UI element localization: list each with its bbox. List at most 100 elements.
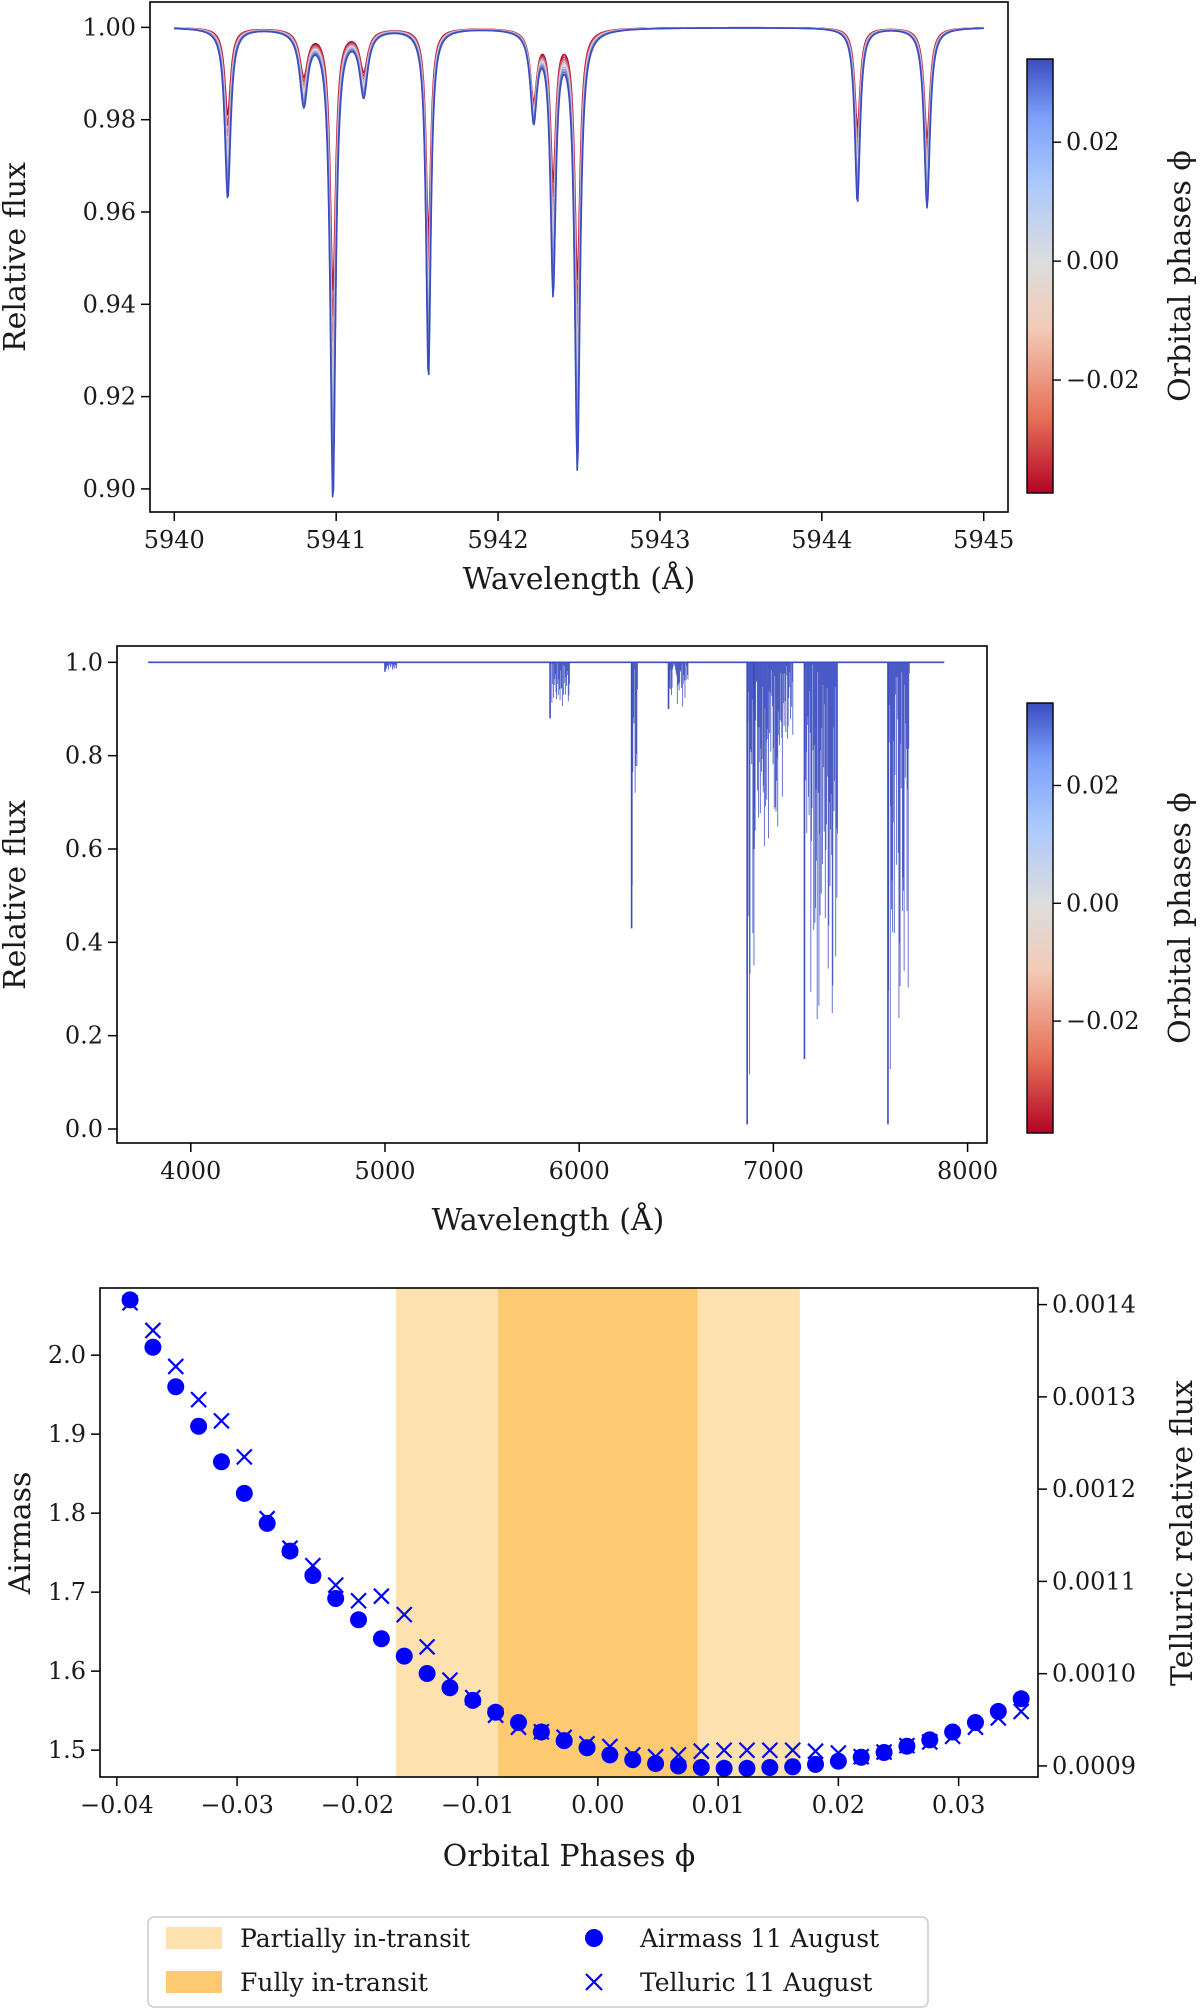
telluric-y-tick-label: 0.0010	[1052, 1660, 1136, 1688]
telluric-point	[715, 1741, 733, 1759]
top-colorbar-ticks: −0.02 0.00 0.02	[1053, 128, 1140, 394]
telluric-point	[236, 1448, 253, 1466]
top-spectrum-x-tick-label: 5942	[468, 526, 529, 554]
airmass-x-tick-label: 0.02	[812, 1791, 865, 1819]
top-colorbar-label: Orbital phases ϕ	[1163, 150, 1198, 402]
panel-full-spectrum: 4000 5000 6000 7000 8000 0.00.20.40.60.81.0 …	[0, 645, 1198, 1238]
top-spectrum-curve	[174, 27, 984, 498]
full-spectrum-x-tick-label: 5000	[354, 1157, 415, 1185]
airmass-x-tick-label: 0.01	[691, 1791, 744, 1819]
airmass-x-tick-label: 0.00	[571, 1791, 624, 1819]
transit-region	[498, 1288, 698, 1777]
telluric-y-tick-label: 0.0014	[1052, 1291, 1136, 1319]
top-spectrum-y-tick-label: 0.94	[83, 290, 136, 318]
airmass-point	[944, 1723, 962, 1741]
airmass-x-tick-label: −0.03	[200, 1791, 274, 1819]
telluric-point	[578, 1735, 596, 1753]
top-spectrum-y-tick-label: 0.98	[83, 106, 136, 134]
airmass-point	[235, 1484, 253, 1502]
telluric-point	[852, 1748, 870, 1765]
top-spectrum-x-tick-label: 5944	[791, 526, 852, 554]
full-spectrum-y-label: Relative flux	[0, 800, 33, 990]
legend-items: Partially in-transit Fully in-transit Airm…	[166, 1924, 879, 1997]
telluric-point	[670, 1746, 687, 1764]
telluric-point	[350, 1592, 367, 1610]
airmass-point	[372, 1630, 390, 1648]
telluric-point	[830, 1744, 847, 1762]
telluric-point	[510, 1718, 527, 1736]
telluric-point	[167, 1358, 185, 1375]
legend-label: Airmass 11 August	[639, 1924, 879, 1953]
full-spectrum-y-tick-label: 0.4	[65, 928, 103, 956]
airmass-point	[578, 1739, 596, 1757]
full-colorbar-tick-label: 0.00	[1066, 889, 1119, 917]
airmass-point	[464, 1691, 482, 1709]
top-colorbar	[1026, 58, 1054, 494]
full-colorbar-tick-label: 0.02	[1066, 771, 1119, 799]
top-spectrum-y-tick-label: 0.96	[83, 198, 136, 226]
airmass-point	[395, 1647, 413, 1665]
airmass-point	[921, 1731, 939, 1749]
telluric-point	[807, 1742, 824, 1760]
top-spectrum-y-tick-label: 1.00	[83, 13, 136, 41]
telluric-y-ticks: 0.0009 0.0010 0.0011 0.0012 0.0013 0.0014	[1038, 1291, 1136, 1780]
airmass-point	[350, 1611, 368, 1629]
airmass-point	[487, 1703, 505, 1721]
full-spectrum-y-tick-label: 0.2	[65, 1022, 103, 1050]
telluric-point	[647, 1748, 664, 1765]
full-colorbar	[1026, 702, 1054, 1134]
telluric-point	[693, 1742, 710, 1760]
full-spectrum-y-ticks: 0.0 0.2 0.4 0.6 0.8 1.0	[65, 648, 117, 1143]
telluric-point	[738, 1741, 756, 1759]
panel-airmass: −0.04 −0.03 −0.02 −0.01 0.00 0.01 0.02 0.03 1.5…	[3, 1287, 1200, 1874]
airmass-y-tick-label: 1.6	[48, 1657, 86, 1685]
telluric-y-tick-label: 0.0011	[1052, 1567, 1136, 1595]
telluric-point	[281, 1539, 299, 1557]
airmass-point	[989, 1702, 1007, 1720]
telluric-point	[875, 1743, 893, 1761]
airmass-point	[418, 1665, 436, 1683]
airmass-frame	[99, 1287, 1039, 1778]
full-spectrum-x-ticks: 4000 5000 6000 7000 8000	[160, 1143, 998, 1185]
airmass-point	[669, 1757, 687, 1775]
airmass-y-tick-label: 2.0	[48, 1341, 86, 1369]
transit-shading	[395, 1288, 800, 1777]
full-spectrum-x-tick-label: 8000	[937, 1157, 998, 1185]
top-spectrum-x-tick-label: 5945	[953, 526, 1014, 554]
airmass-point	[761, 1759, 779, 1777]
full-spectrum-y-tick-label: 0.8	[65, 742, 103, 770]
legend-frame	[147, 1916, 929, 2008]
airmass-y-ticks: 1.5 1.6 1.7 1.8 1.9 2.0	[48, 1341, 100, 1764]
full-spectrum-frame	[116, 645, 988, 1144]
airmass-point	[807, 1755, 825, 1773]
top-spectrum-x-label: Wavelength (Å)	[463, 561, 696, 597]
airmass-y-tick-label: 1.8	[48, 1499, 86, 1527]
telluric-point	[258, 1510, 276, 1527]
airmass-x-label: Orbital Phases ϕ	[443, 1839, 696, 1874]
telluric-point	[944, 1728, 961, 1745]
telluric-y-tick-label: 0.0009	[1052, 1752, 1136, 1780]
panel-top-spectrum: 5940 5941 5942 5943 5944 5945 0.900.920.940.9…	[0, 1, 1198, 597]
legend-swatch	[166, 1927, 222, 1949]
airmass-x-tick-label: 0.03	[932, 1791, 985, 1819]
full-spectrum-x-label: Wavelength (Å)	[432, 1202, 665, 1238]
telluric-point	[441, 1671, 459, 1689]
telluric-point	[190, 1391, 207, 1408]
full-spectrum-x-tick-label: 6000	[549, 1157, 610, 1185]
legend-label: Fully in-transit	[240, 1968, 428, 1997]
telluric-point	[121, 1294, 139, 1312]
full-spectrum-y-tick-label: 0.0	[65, 1115, 103, 1143]
legend-swatch	[166, 1971, 222, 1993]
top-spectrum-x-tick-label: 5941	[306, 526, 367, 554]
legend-label: Telluric 11 August	[640, 1968, 872, 1997]
airmass-x-ticks: −0.04 −0.03 −0.02 −0.01 0.00 0.01 0.02 0.03	[80, 1777, 985, 1819]
telluric-point	[487, 1706, 504, 1724]
telluric-point	[921, 1733, 939, 1751]
telluric-y-label: Telluric relative flux	[1165, 1380, 1200, 1686]
top-spectrum-x-ticks: 5940 5941 5942 5943 5944 5945	[144, 512, 1014, 554]
airmass-point	[509, 1713, 527, 1731]
airmass-telluric-markers	[121, 1291, 1030, 1777]
top-spectrum-plot-area	[174, 26, 984, 498]
top-colorbar-tick-label: 0.02	[1066, 128, 1119, 156]
